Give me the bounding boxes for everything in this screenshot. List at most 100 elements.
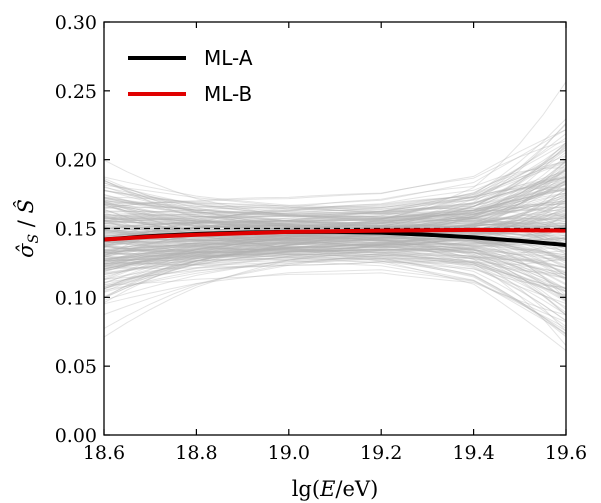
y-tick-label: 0.30 [55, 12, 97, 34]
sample-curve [103, 190, 567, 218]
sample-curve [103, 231, 567, 273]
x-axis: 18.6 18.8 19.0 19.2 19.4 19.6 [83, 22, 587, 464]
sample-curve [103, 168, 567, 265]
sample-curve [103, 255, 567, 280]
sample-curve [103, 235, 567, 267]
sample-curve [103, 220, 567, 299]
sample-curve [103, 144, 567, 258]
sample-curve [103, 194, 567, 229]
sample-curve [103, 142, 567, 245]
sample-curve [103, 254, 567, 329]
sample-curve [103, 215, 567, 254]
series-line-ml-b [103, 227, 567, 242]
sample-curve [103, 237, 567, 252]
sample-curve [103, 202, 567, 269]
x-tick-label: 18.6 [83, 442, 125, 464]
sample-curve [103, 219, 567, 288]
sample-curve [103, 249, 567, 335]
x-tick-label: 19.0 [268, 442, 310, 464]
sample-curve [103, 203, 567, 219]
sample-curve [103, 175, 567, 229]
sample-curve [103, 236, 567, 245]
sample-curve [103, 177, 567, 248]
sample-curve [103, 238, 567, 270]
x-tick-label: 18.8 [175, 442, 217, 464]
sample-curve [103, 257, 567, 275]
sample-curve [103, 248, 567, 255]
sample-curve [103, 129, 567, 208]
sample-curve [103, 227, 567, 246]
legend-label: ML-B [204, 82, 252, 106]
sample-curve [103, 228, 567, 315]
sample-curve [103, 209, 567, 332]
sample-curve [103, 221, 567, 262]
sample-curve [103, 209, 567, 241]
sample-curve [103, 177, 567, 288]
sample-curve [103, 184, 567, 248]
sample-curve [103, 197, 567, 257]
y-tick-label: 0.25 [55, 81, 97, 103]
sample-curve [103, 176, 567, 240]
sample-curve [103, 213, 567, 251]
sample-curve [103, 217, 567, 228]
y-axis: 0.00 0.05 0.10 0.15 0.20 0.25 0.30 [55, 12, 566, 447]
sample-curve [103, 246, 567, 276]
sample-curve [103, 225, 567, 304]
sample-curve [103, 118, 567, 255]
sample-curve [103, 204, 567, 279]
sample-curve [103, 240, 567, 274]
sample-curve [103, 173, 567, 247]
sample-curve [103, 246, 567, 262]
sample-curve [103, 192, 567, 232]
sample-curve [103, 137, 567, 238]
sample-curve [103, 243, 567, 290]
sample-curve [103, 243, 567, 269]
x-axis-label-var: E [319, 477, 335, 501]
sample-curve [103, 204, 567, 308]
sample-curve [103, 255, 567, 292]
sample-curve [103, 219, 567, 233]
sample-curve [103, 168, 567, 243]
sample-curve [103, 224, 567, 338]
sample-curve [103, 155, 567, 225]
x-tick-label: 19.4 [452, 442, 494, 464]
sample-curve [103, 245, 567, 279]
x-axis-label: lg(E/eV) [292, 477, 379, 501]
sample-curve [103, 248, 567, 321]
sample-curve [103, 200, 567, 220]
sample-curve [103, 214, 567, 296]
sample-curve [103, 234, 567, 301]
sample-curve [103, 175, 567, 221]
sample-curve [103, 243, 567, 314]
sample-curve [103, 219, 567, 255]
sample-curves [103, 81, 567, 351]
sample-curve [103, 240, 567, 316]
sample-curve [103, 188, 567, 242]
sample-curve [103, 188, 567, 232]
sample-curve [103, 208, 567, 299]
sample-curve [103, 186, 567, 247]
sample-curve [104, 161, 567, 214]
sample-curve [103, 242, 567, 262]
sample-curve [103, 201, 567, 236]
sample-curve [103, 160, 567, 209]
sample-curve [103, 214, 567, 266]
y-tick-label: 0.15 [55, 219, 97, 241]
sample-curve [103, 256, 567, 269]
sample-curve [103, 254, 567, 297]
sample-curve [103, 231, 567, 301]
sample-curve [103, 188, 567, 248]
sample-curve [103, 133, 567, 284]
sample-curve [103, 202, 567, 351]
sample-curve [103, 184, 567, 290]
sample-curve [103, 240, 567, 335]
sample-curve [103, 214, 567, 293]
sample-curve [103, 188, 567, 212]
x-tick-label: 19.6 [545, 442, 587, 464]
sample-curve [103, 231, 567, 261]
sample-curve [103, 241, 567, 297]
sample-curve [103, 200, 567, 261]
sample-curve [103, 216, 567, 286]
sample-curve [103, 206, 567, 280]
sample-curve [103, 236, 567, 261]
